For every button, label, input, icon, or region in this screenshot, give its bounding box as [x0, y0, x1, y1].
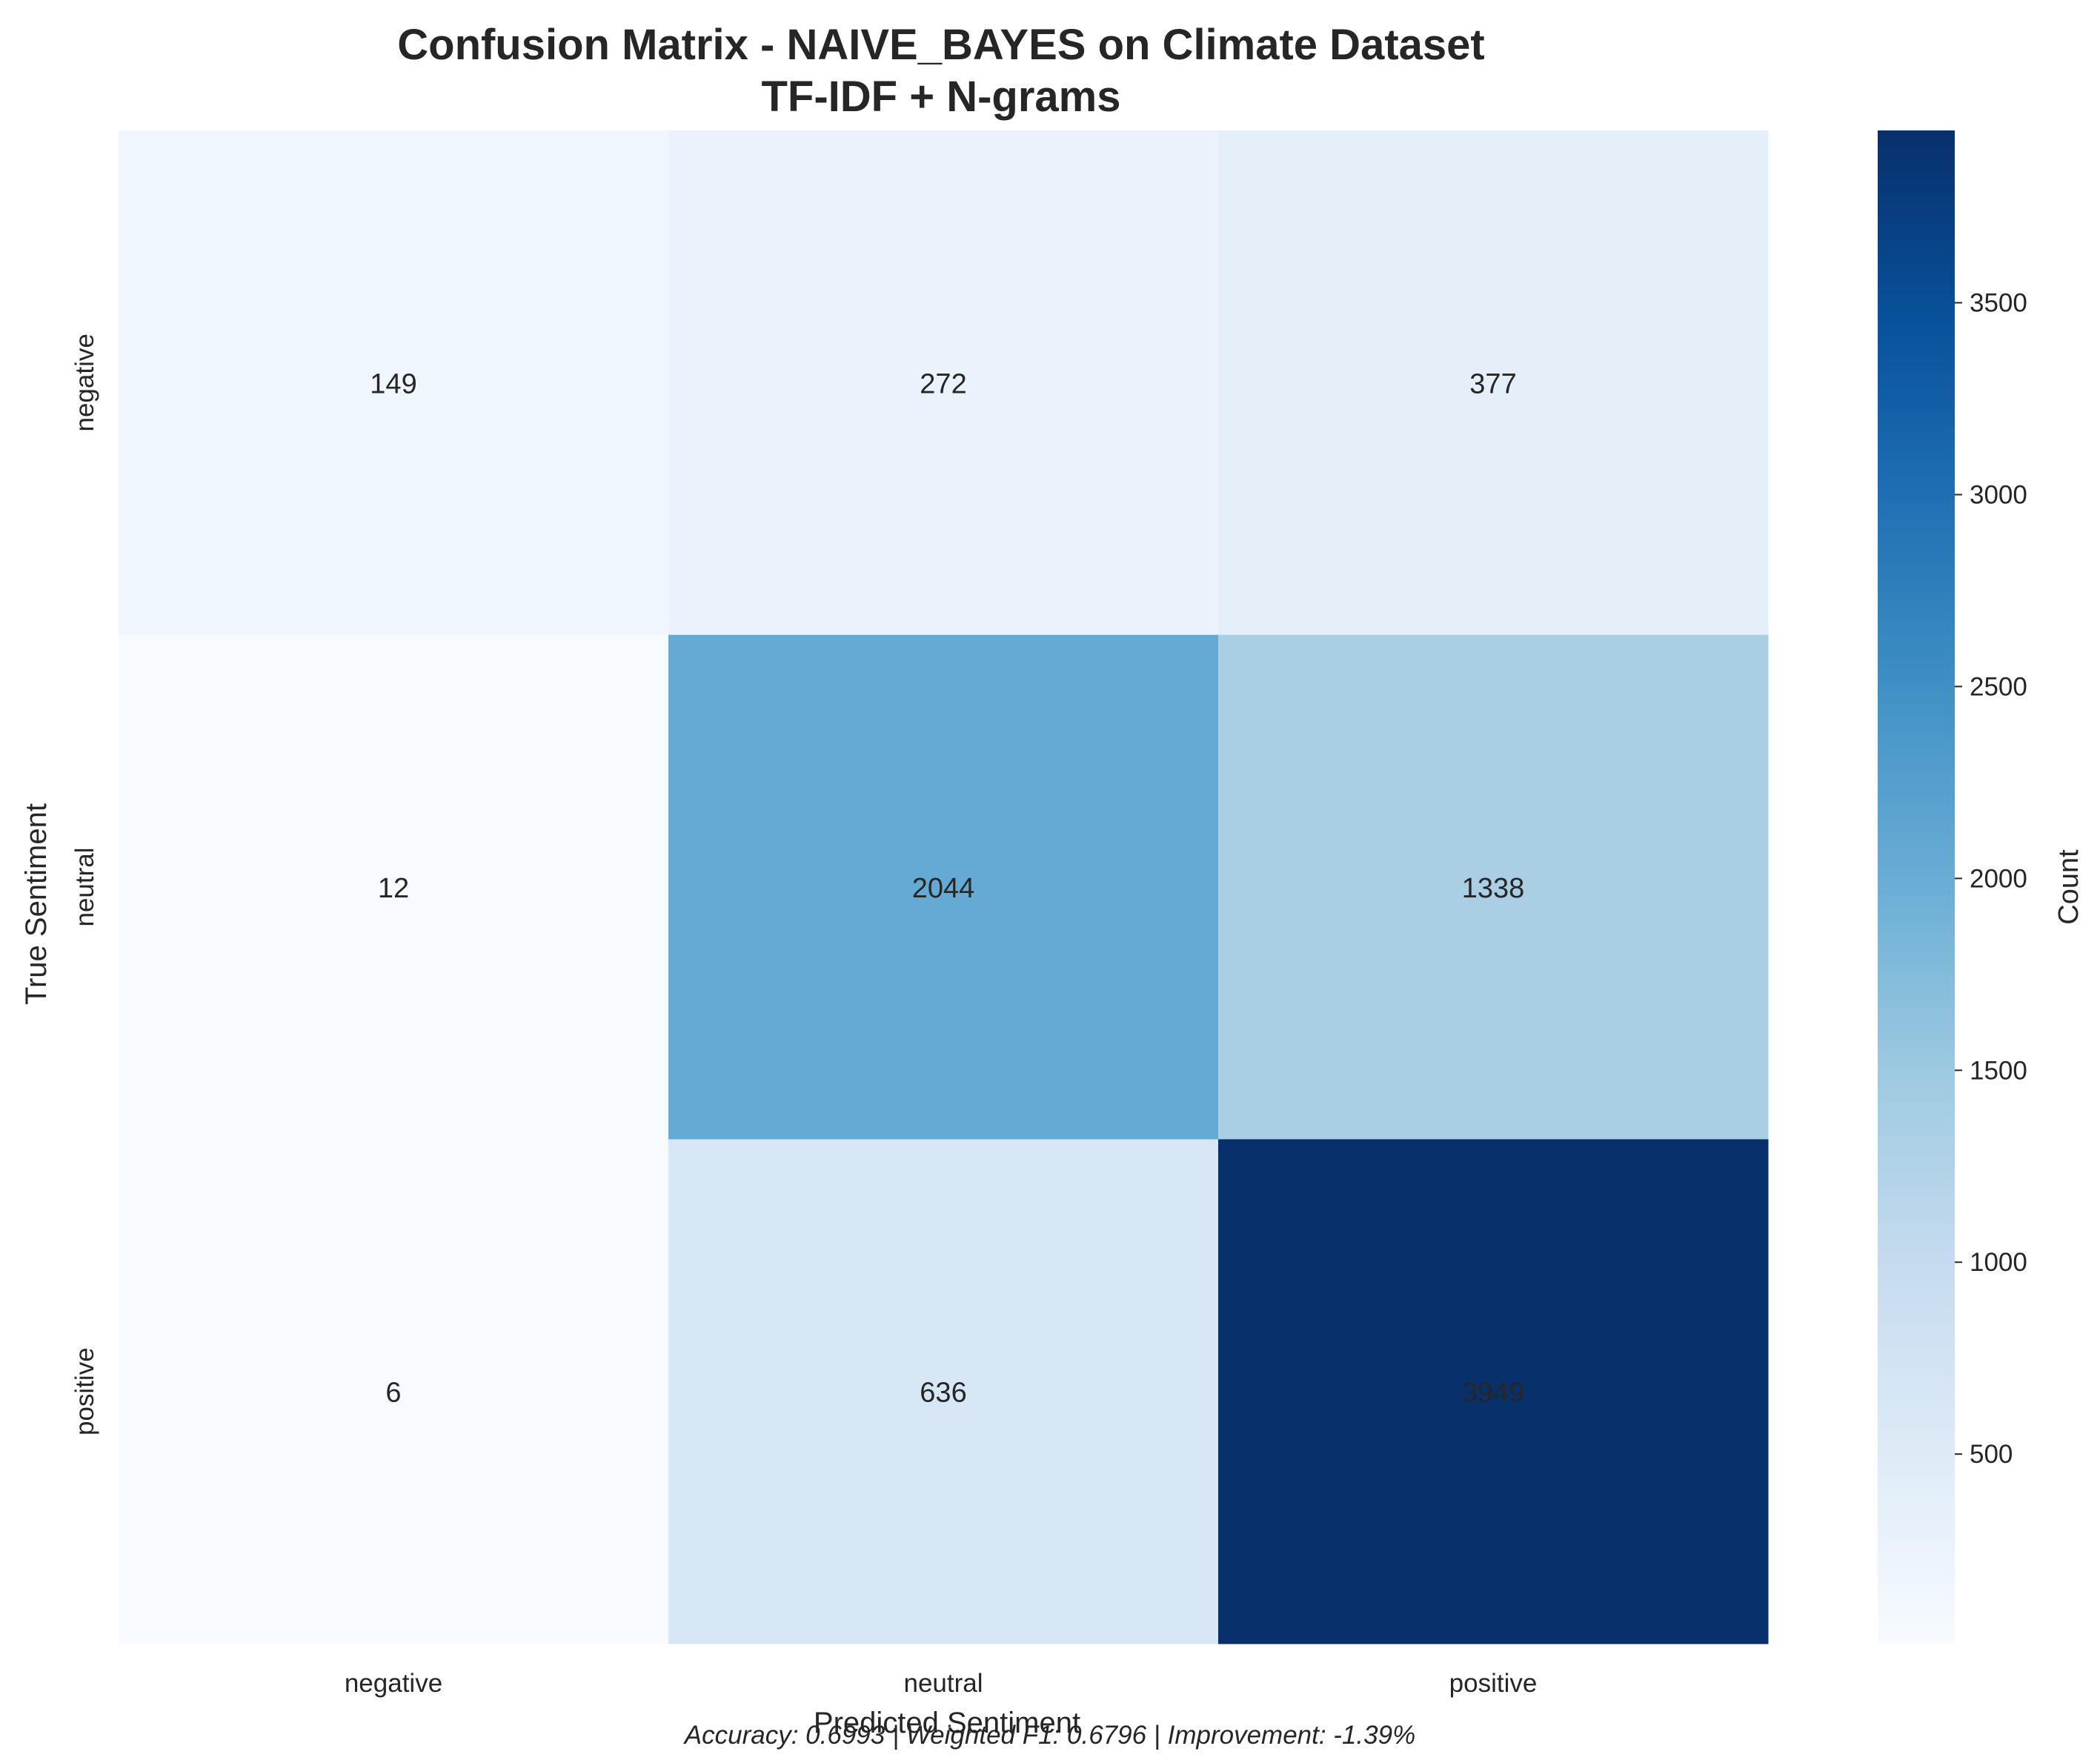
- colorbar-tick-label: 500: [1970, 1440, 2013, 1469]
- colorbar-tick-label: 1000: [1970, 1248, 2027, 1277]
- heatmap-cell-negative-positive: [1218, 130, 1769, 636]
- x-tick-labels: negative neutral positive: [345, 1669, 1538, 1698]
- y-tick-label-positive: positive: [70, 1347, 99, 1435]
- cell-value-label: 272: [920, 368, 966, 399]
- heatmap-cell-neutral-neutral: [668, 634, 1219, 1140]
- cell-value-label: 6: [385, 1378, 401, 1409]
- colorbar-label: Count: [2053, 849, 2084, 925]
- metrics-footer: Accuracy: 0.6993 | Weighted F1: 0.6796 |…: [683, 1721, 1415, 1750]
- x-tick-label-negative: negative: [345, 1669, 442, 1698]
- heatmap-cell-positive-positive: [1218, 1139, 1769, 1644]
- heatmap-cell-positive-neutral: [668, 1139, 1219, 1644]
- cell-value-label: 636: [920, 1378, 966, 1409]
- heatmap-cell-neutral-negative: [119, 634, 669, 1140]
- cell-value-label: 2044: [912, 873, 975, 904]
- cell-value-label: 3949: [1462, 1378, 1525, 1409]
- y-tick-label-negative: negative: [70, 333, 99, 431]
- y-tick-labels: negative neutral positive: [70, 333, 99, 1435]
- colorbar-tick-label: 1500: [1970, 1056, 2027, 1085]
- cell-value-label: 12: [378, 873, 409, 904]
- colorbar: [1878, 130, 1955, 1644]
- cell-value-label: 149: [370, 368, 416, 399]
- heatmap-cell-positive-negative: [119, 1139, 669, 1644]
- colorbar-tick-label: 3000: [1970, 480, 2027, 509]
- cell-value-label: 377: [1469, 368, 1516, 399]
- chart-title-line1: Confusion Matrix - NAIVE_BAYES on Climat…: [397, 21, 1484, 69]
- x-axis-label: Predicted Sentiment: [814, 1707, 1080, 1739]
- colorbar-tick-label: 2500: [1970, 672, 2027, 701]
- colorbar-tick-label: 3500: [1970, 289, 2027, 318]
- y-tick-label-neutral: neutral: [70, 847, 99, 926]
- heatmap-cell-neutral-positive: [1218, 634, 1769, 1140]
- heatmap-cell-labels: 149 272 377 12 2044 1338 6 636 3949: [370, 368, 1524, 1408]
- colorbar-tick-label: 2000: [1970, 864, 2027, 893]
- heatmap-cell-negative-negative: [119, 130, 669, 636]
- x-tick-label-neutral: neutral: [903, 1669, 983, 1698]
- cell-value-label: 1338: [1462, 873, 1525, 904]
- x-tick-label-positive: positive: [1449, 1669, 1538, 1698]
- heatmap-cell-negative-neutral: [668, 130, 1219, 636]
- y-axis-label: True Sentiment: [20, 803, 53, 1005]
- chart-title-line2: TF-IDF + N-grams: [762, 73, 1121, 121]
- heatmap-cells: [119, 130, 1769, 1644]
- colorbar-ticks: 500 1000 1500 2000 2500 3000 3500: [1955, 289, 2027, 1469]
